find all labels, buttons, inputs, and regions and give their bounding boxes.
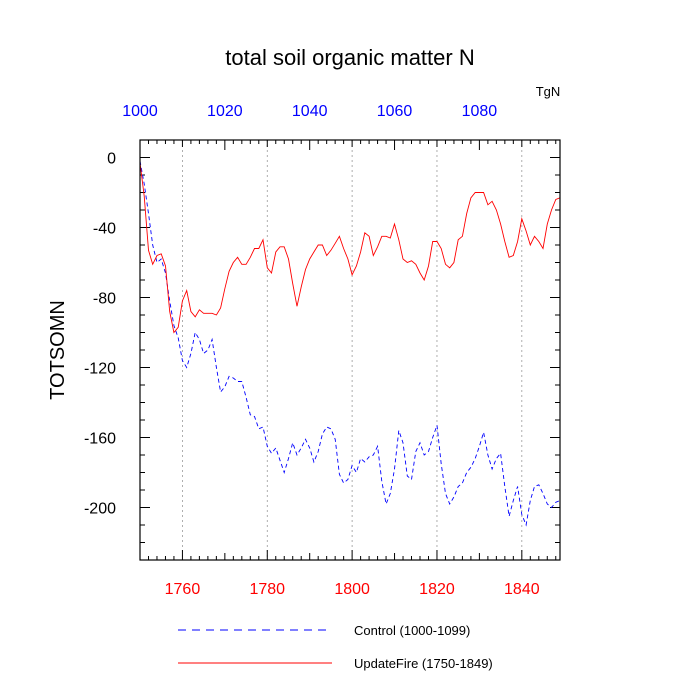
series-lines (140, 160, 560, 527)
legend-label-2: UpdateFire (1750-1849) (354, 656, 493, 671)
y-tick-label: -80 (93, 291, 116, 308)
series-line-1 (140, 160, 560, 527)
series-line-2 (140, 162, 560, 334)
tick-labels: 1760 1780 1800 1820 1840 1000 1020 1040 1060 1080… (84, 103, 540, 598)
y-axis-label: TOTSOMN (47, 300, 69, 400)
x-top-tick-label: 1040 (292, 103, 328, 120)
x-bottom-tick-label: 1820 (419, 581, 455, 598)
grid-lines (182, 140, 523, 560)
x-top-tick-label: 1060 (377, 103, 413, 120)
x-top-tick-label: 1080 (462, 103, 498, 120)
plot-frame (139, 139, 561, 561)
chart-title: total soil organic matter N (225, 45, 474, 70)
y-tick-label: -200 (84, 501, 116, 518)
legend-label-1: Control (1000-1099) (354, 623, 470, 638)
x-bottom-tick-label: 1780 (249, 581, 285, 598)
units-label: TgN (536, 84, 561, 99)
x-bottom-tick-label: 1760 (165, 581, 201, 598)
y-tick-label: -160 (84, 431, 116, 448)
legend: Control (1000-1099) UpdateFire (1750-1849… (178, 623, 493, 671)
y-tick-label: -40 (93, 221, 116, 238)
x-top-tick-label: 1020 (207, 103, 243, 120)
x-top-tick-label: 1000 (122, 103, 158, 120)
axis-ticks (139, 140, 560, 560)
x-bottom-tick-label: 1800 (334, 581, 370, 598)
x-bottom-tick-label: 1840 (504, 581, 540, 598)
y-tick-label: 0 (107, 151, 116, 168)
y-tick-label: -120 (84, 361, 116, 378)
